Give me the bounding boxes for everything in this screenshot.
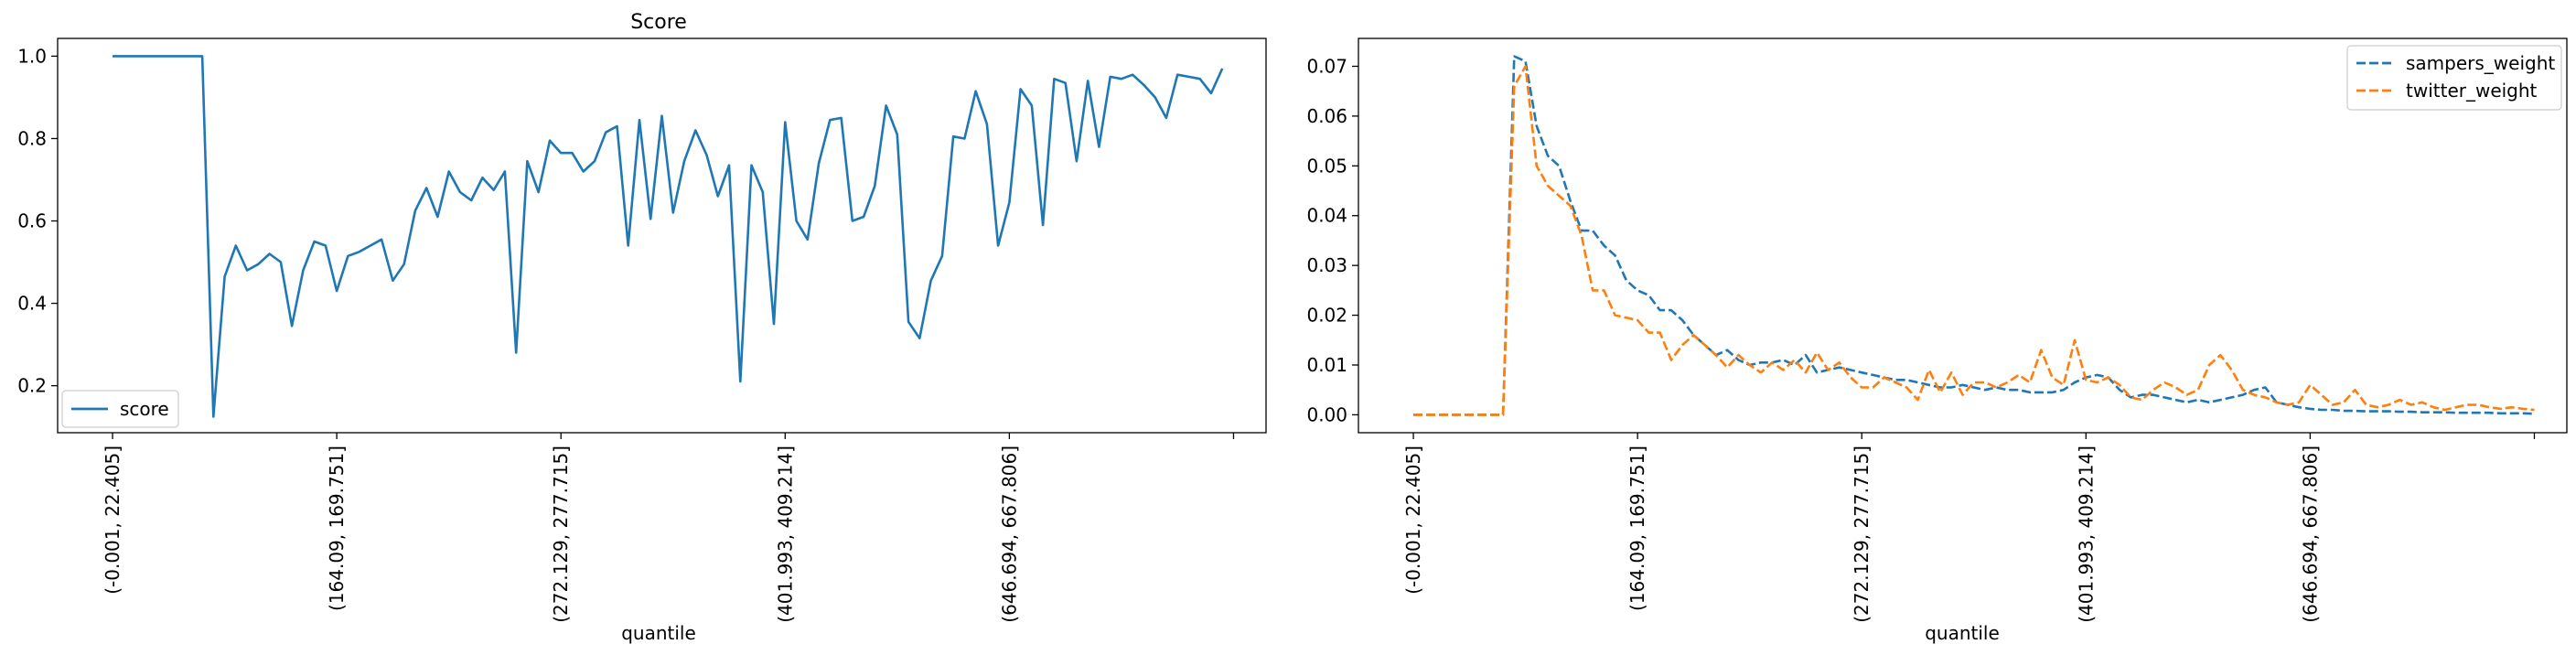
- score-plot-area: 0.2 0.4 0.6 0.8 1.0 (-0.001, 22.405] (164.09, …: [17, 45, 1235, 623]
- legend-box: [2346, 45, 2562, 111]
- legend: score: [61, 390, 179, 428]
- plot-frame: [1358, 38, 2568, 434]
- x-tick-label: (164.09, 169.751]: [326, 446, 348, 611]
- x-tick-label: (401.993, 409.214]: [2075, 446, 2097, 623]
- legend: sampers_weight twitter_weight: [2346, 45, 2562, 111]
- score-chart: Score 0.2 0.4 0.6 0.8 1.0 (-0.001, 22.405] (16…: [17, 11, 1267, 623]
- x-axis-label-left: quantile: [621, 622, 696, 644]
- y-tick-label: 0.02: [1306, 305, 1347, 327]
- weights-chart: 0.00 0.01 0.02 0.03 0.04 0.05 0.06 0.07 (-0.001,…: [1306, 38, 2568, 644]
- x-tick-label: (-0.001, 22.405]: [1402, 446, 1424, 595]
- weights-plot-area: 0.00 0.01 0.02 0.03 0.04 0.05 0.06 0.07 (-0.001,…: [1306, 55, 2536, 623]
- y-tick-label: 1.0: [17, 45, 47, 67]
- y-tick-label: 0.03: [1306, 254, 1347, 276]
- y-tick-label: 0.07: [1306, 55, 1347, 77]
- series-line-score: [113, 55, 1224, 418]
- y-tick-label: 0.4: [17, 293, 47, 315]
- x-axis-label: quantile: [1925, 622, 2000, 644]
- legend-box: [61, 390, 179, 428]
- x-tick-label: (272.129, 277.715]: [1851, 446, 1873, 623]
- y-tick-label: 0.01: [1306, 354, 1347, 376]
- y-tick-label: 0.00: [1306, 403, 1347, 425]
- legend-label-twitter-weight: twitter_weight: [2406, 80, 2538, 102]
- y-tick-label: 0.04: [1306, 205, 1347, 227]
- y-tick-label: 0.06: [1306, 105, 1347, 127]
- plot-frame: [57, 38, 1267, 434]
- chart-title: Score: [630, 11, 687, 34]
- x-tick-label: (646.694, 667.806]: [2299, 446, 2321, 623]
- series-line-sampers-weight: [1413, 55, 2535, 416]
- x-tick-label: (164.09, 169.751]: [1626, 446, 1648, 611]
- y-tick-label: 0.2: [17, 375, 47, 397]
- legend-label-sampers-weight: sampers_weight: [2406, 52, 2555, 74]
- x-tick-label: (272.129, 277.715]: [550, 446, 572, 623]
- y-tick-label: 0.6: [17, 210, 47, 232]
- x-tick-label: (646.694, 667.806]: [998, 446, 1020, 623]
- legend-label-score: score: [120, 398, 169, 420]
- x-tick-label: (-0.001, 22.405]: [102, 446, 123, 595]
- series-line-twitter-weight: [1413, 65, 2535, 416]
- y-tick-label: 0.8: [17, 127, 47, 149]
- y-tick-label: 0.05: [1306, 155, 1347, 177]
- x-tick-label: (401.993, 409.214]: [774, 446, 796, 623]
